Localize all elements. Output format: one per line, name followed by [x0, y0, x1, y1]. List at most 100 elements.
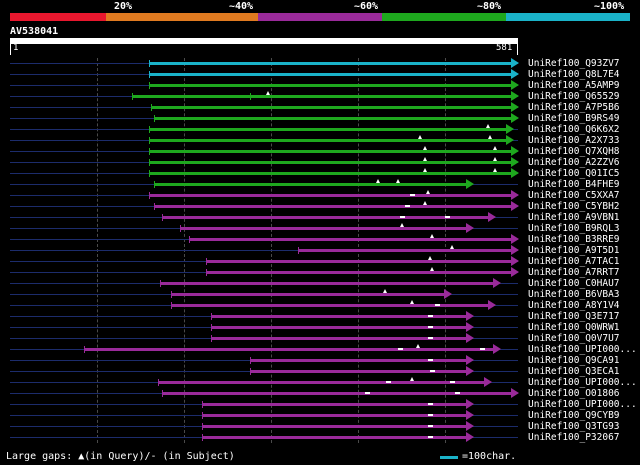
- hit-label-link[interactable]: UniRef100_A9VBN1: [528, 212, 620, 223]
- hit-row[interactable]: UniRef100_C5XXA7: [0, 190, 640, 201]
- hit-label-link[interactable]: UniRef100_P32067: [528, 432, 620, 443]
- hit-alignment-bar[interactable]: [153, 183, 468, 186]
- hit-label-link[interactable]: UniRef100_Q7XQH8: [528, 146, 620, 157]
- hit-label-link[interactable]: UniRef100_A2X733: [528, 135, 620, 146]
- hit-row[interactable]: UniRef100_A5AMP9: [0, 80, 640, 91]
- hit-label-link[interactable]: UniRef100_Q0V7U7: [528, 333, 620, 344]
- hit-label-link[interactable]: UniRef100_Q8L7E4: [528, 69, 620, 80]
- hit-row[interactable]: UniRef100_UPI000...: [0, 377, 640, 388]
- hit-label-link[interactable]: UniRef100_Q65529: [528, 91, 620, 102]
- hit-label-link[interactable]: UniRef100_C5XXA7: [528, 190, 620, 201]
- hit-label-link[interactable]: UniRef100_Q9CA91: [528, 355, 620, 366]
- hit-alignment-bar[interactable]: [171, 293, 446, 296]
- hit-alignment-bar[interactable]: [201, 403, 468, 406]
- hit-alignment-bar[interactable]: [206, 260, 512, 263]
- hit-row[interactable]: UniRef100_A7RRT7: [0, 267, 640, 278]
- hit-alignment-bar[interactable]: [298, 249, 512, 252]
- hit-alignment-bar[interactable]: [162, 392, 512, 395]
- hit-label-link[interactable]: UniRef100_Q3ECA1: [528, 366, 620, 377]
- hit-alignment-bar[interactable]: [153, 205, 512, 208]
- hit-row[interactable]: UniRef100_A7TAC1: [0, 256, 640, 267]
- hit-label-link[interactable]: UniRef100_Q9CYB9: [528, 410, 620, 421]
- hit-label-link[interactable]: UniRef100_C0HAU7: [528, 278, 620, 289]
- hit-label-link[interactable]: UniRef100_C5YBH2: [528, 201, 620, 212]
- hit-alignment-bar[interactable]: [210, 337, 468, 340]
- hit-alignment-bar[interactable]: [210, 315, 468, 318]
- hit-label-link[interactable]: UniRef100_UPI000...: [528, 399, 637, 410]
- hit-row[interactable]: UniRef100_A7P5B6: [0, 102, 640, 113]
- hit-label-link[interactable]: UniRef100_B6VBA3: [528, 289, 620, 300]
- hit-label-link[interactable]: UniRef100_Q3E717: [528, 311, 620, 322]
- hit-label-link[interactable]: UniRef100_A7P5B6: [528, 102, 620, 113]
- hit-row[interactable]: UniRef100_Q9CA91: [0, 355, 640, 366]
- hit-alignment-bar[interactable]: [83, 348, 494, 351]
- hit-label-link[interactable]: UniRef100_B4FHE9: [528, 179, 620, 190]
- hit-label-link[interactable]: UniRef100_B3RRE9: [528, 234, 620, 245]
- hit-row[interactable]: UniRef100_C5YBH2: [0, 201, 640, 212]
- hit-row[interactable]: UniRef100_Q3TG93: [0, 421, 640, 432]
- hit-label-link[interactable]: UniRef100_Q3TG93: [528, 421, 620, 432]
- hit-label-link[interactable]: UniRef100_Q01IC5: [528, 168, 620, 179]
- hit-row[interactable]: UniRef100_Q0V7U7: [0, 333, 640, 344]
- hit-alignment-bar[interactable]: [149, 73, 512, 76]
- hit-alignment-bar[interactable]: [149, 139, 507, 142]
- hit-alignment-bar[interactable]: [149, 84, 512, 87]
- hit-row[interactable]: UniRef100_UPI000...: [0, 399, 640, 410]
- hit-row[interactable]: UniRef100_Q7XQH8: [0, 146, 640, 157]
- hit-row[interactable]: UniRef100_B6VBA3: [0, 289, 640, 300]
- hit-alignment-bar[interactable]: [149, 194, 512, 197]
- hit-label-link[interactable]: UniRef100_UPI000...: [528, 344, 637, 355]
- hit-row[interactable]: UniRef100_C0HAU7: [0, 278, 640, 289]
- hit-row[interactable]: UniRef100_Q9CYB9: [0, 410, 640, 421]
- hit-row[interactable]: UniRef100_A8Y1V4: [0, 300, 640, 311]
- hit-alignment-bar[interactable]: [149, 128, 507, 131]
- hit-row[interactable]: UniRef100_A9VBN1: [0, 212, 640, 223]
- hit-alignment-bar[interactable]: [201, 436, 468, 439]
- hit-label-link[interactable]: UniRef100_A9T5D1: [528, 245, 620, 256]
- hit-alignment-bar[interactable]: [206, 271, 512, 274]
- hit-label-link[interactable]: UniRef100_A7RRT7: [528, 267, 620, 278]
- hit-alignment-bar[interactable]: [131, 95, 512, 98]
- hit-label-link[interactable]: UniRef100_A5AMP9: [528, 80, 620, 91]
- hit-alignment-bar[interactable]: [149, 150, 512, 153]
- hit-row[interactable]: UniRef100_A9T5D1: [0, 245, 640, 256]
- hit-alignment-bar[interactable]: [179, 227, 468, 230]
- hit-alignment-bar[interactable]: [210, 326, 468, 329]
- hit-row[interactable]: UniRef100_A2ZZV6: [0, 157, 640, 168]
- hit-row[interactable]: UniRef100_Q3ECA1: [0, 366, 640, 377]
- hit-alignment-bar[interactable]: [149, 161, 512, 164]
- hit-row[interactable]: UniRef100_Q01IC5: [0, 168, 640, 179]
- hit-alignment-bar[interactable]: [188, 238, 512, 241]
- hit-row[interactable]: UniRef100_Q65529: [0, 91, 640, 102]
- hit-alignment-bar[interactable]: [249, 370, 468, 373]
- hit-alignment-bar[interactable]: [171, 304, 490, 307]
- hit-alignment-bar[interactable]: [159, 282, 494, 285]
- hit-label-link[interactable]: UniRef100_A8Y1V4: [528, 300, 620, 311]
- hit-label-link[interactable]: UniRef100_A7TAC1: [528, 256, 620, 267]
- hit-alignment-bar[interactable]: [151, 106, 512, 109]
- hit-label-link[interactable]: UniRef100_O01806: [528, 388, 620, 399]
- hit-alignment-bar[interactable]: [201, 414, 468, 417]
- hit-alignment-bar[interactable]: [162, 216, 490, 219]
- hit-alignment-bar[interactable]: [201, 425, 468, 428]
- hit-label-link[interactable]: UniRef100_UPI000...: [528, 377, 637, 388]
- hit-row[interactable]: UniRef100_Q6K6X2: [0, 124, 640, 135]
- hit-label-link[interactable]: UniRef100_Q93ZV7: [528, 58, 620, 69]
- hit-row[interactable]: UniRef100_Q0WRW1: [0, 322, 640, 333]
- hit-row[interactable]: UniRef100_B3RRE9: [0, 234, 640, 245]
- hit-row[interactable]: UniRef100_Q8L7E4: [0, 69, 640, 80]
- hit-label-link[interactable]: UniRef100_B9RQL3: [528, 223, 620, 234]
- hit-row[interactable]: UniRef100_B4FHE9: [0, 179, 640, 190]
- hit-row[interactable]: UniRef100_P32067: [0, 432, 640, 443]
- hit-row[interactable]: UniRef100_B9RQL3: [0, 223, 640, 234]
- hit-label-link[interactable]: UniRef100_Q6K6X2: [528, 124, 620, 135]
- hit-row[interactable]: UniRef100_Q93ZV7: [0, 58, 640, 69]
- hit-alignment-bar[interactable]: [249, 359, 468, 362]
- hit-label-link[interactable]: UniRef100_A2ZZV6: [528, 157, 620, 168]
- hit-row[interactable]: UniRef100_A2X733: [0, 135, 640, 146]
- hit-label-link[interactable]: UniRef100_B9RS49: [528, 113, 620, 124]
- hit-row[interactable]: UniRef100_O01806: [0, 388, 640, 399]
- hit-alignment-bar[interactable]: [153, 117, 512, 120]
- hit-row[interactable]: UniRef100_B9RS49: [0, 113, 640, 124]
- hit-row[interactable]: UniRef100_UPI000...: [0, 344, 640, 355]
